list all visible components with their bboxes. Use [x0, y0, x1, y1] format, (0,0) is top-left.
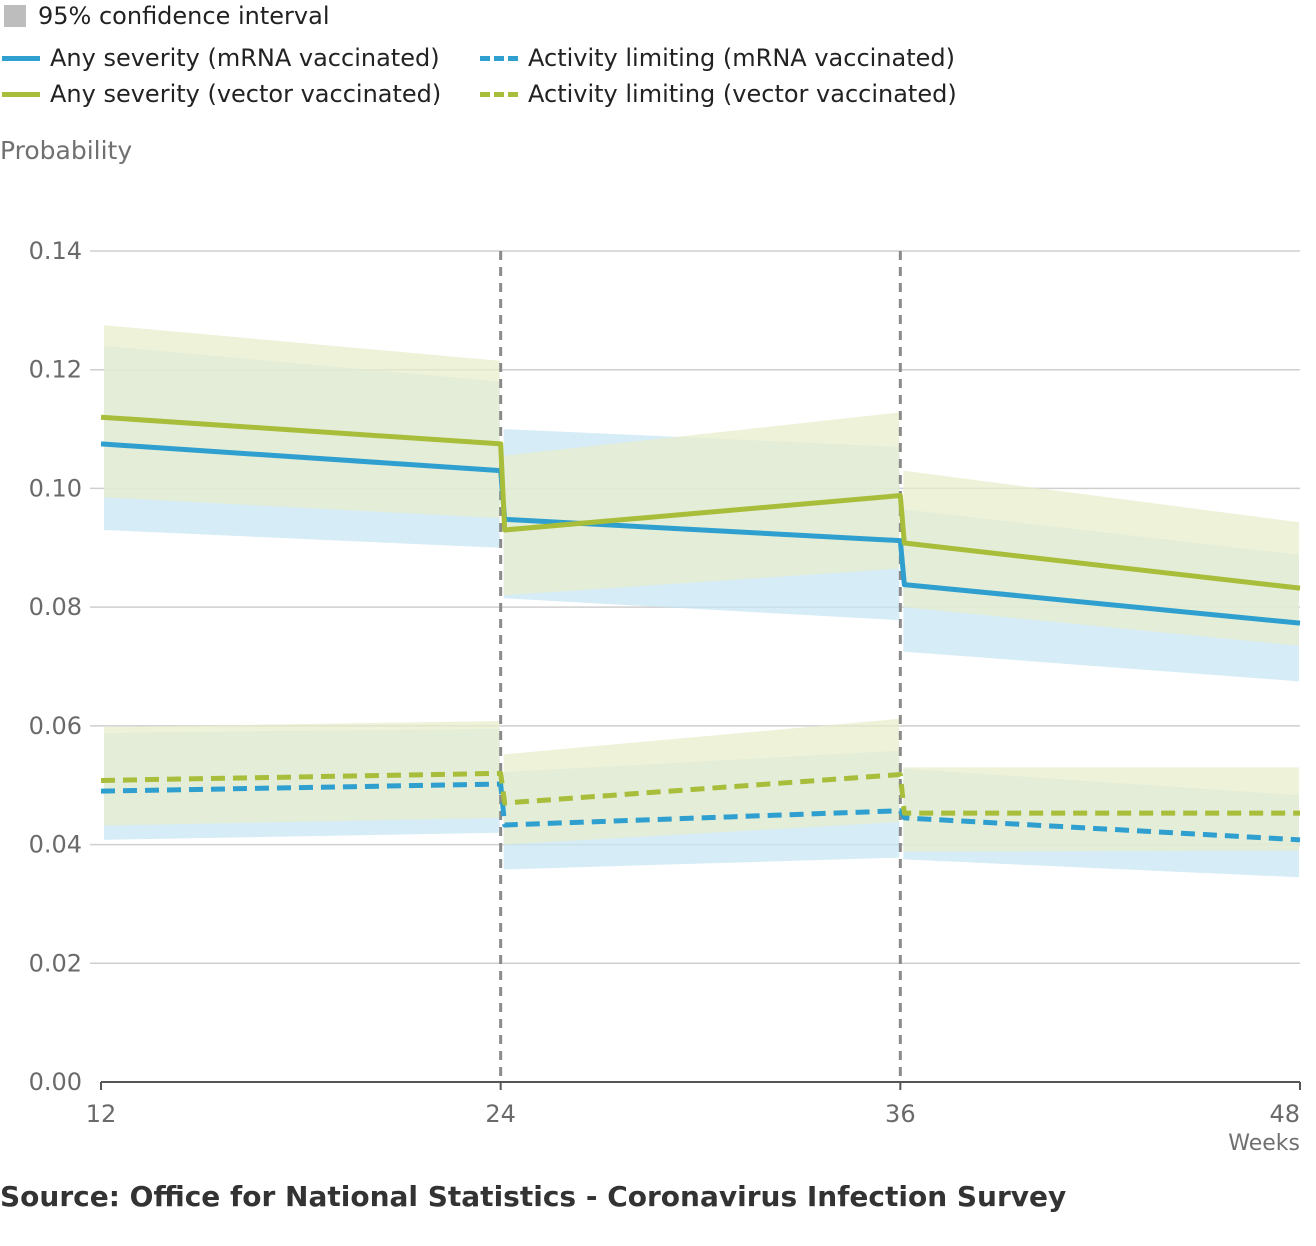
legend-swatch-solid-green — [2, 91, 40, 97]
x-axis-title: Weeks — [1228, 1131, 1300, 1156]
ci-band — [104, 325, 500, 519]
x-tick-label: 12 — [86, 1100, 117, 1128]
series-line — [100, 781, 1301, 843]
ci-band — [903, 767, 1299, 852]
y-tick-label: 0.04 — [29, 831, 82, 859]
legend-item-activity-vector: Activity limiting (vector vaccinated) — [480, 80, 957, 108]
reference-lines — [499, 251, 902, 1082]
confidence-bands — [104, 325, 1299, 878]
legend-item-any-vector: Any severity (vector vaccinated) — [2, 80, 441, 108]
y-tick-label: 0.02 — [29, 949, 82, 977]
ci-band — [104, 721, 500, 826]
series-line — [100, 414, 1301, 591]
series-line — [100, 441, 1301, 626]
ci-swatch — [4, 5, 26, 27]
legend-label: Any severity (vector vaccinated) — [50, 80, 442, 108]
legend-swatch-dashed-green — [480, 91, 518, 97]
x-tick-label: 36 — [885, 1100, 916, 1128]
ci-band — [903, 470, 1299, 646]
series-line — [100, 770, 1300, 816]
x-axis-ticks: 12 24 36 48 — [86, 1082, 1301, 1128]
y-tick-label: 0.10 — [29, 474, 82, 502]
x-tick-label: 48 — [1269, 1100, 1300, 1128]
y-tick-label: 0.12 — [29, 356, 82, 384]
legend-swatch-dashed-blue — [480, 55, 518, 61]
legend-label: Activity limiting (mRNA vaccinated) — [528, 44, 955, 72]
y-tick-label: 0.08 — [29, 593, 82, 621]
series-lines — [100, 414, 1301, 843]
ci-band — [503, 412, 900, 596]
y-tick-label: 0.14 — [29, 237, 82, 265]
y-axis-ticks: 0.00 0.02 0.04 0.06 0.08 0.10 0.12 0.14 — [29, 237, 82, 1096]
legend-item-any-mrna: Any severity (mRNA vaccinated) — [2, 44, 440, 72]
source-note: Source: Office for National Statistics -… — [0, 1180, 1067, 1213]
legend-label: Any severity (mRNA vaccinated) — [50, 44, 440, 72]
chart-plot: 0.00 0.02 0.04 0.06 0.08 0.10 0.12 0.14 12 24 36 4… — [29, 237, 1301, 1156]
legend-swatch-solid-blue — [2, 55, 40, 61]
legend-item-activity-mrna: Activity limiting (mRNA vaccinated) — [480, 44, 955, 72]
legend-ci: 95% confidence interval — [4, 2, 329, 30]
x-tick-label: 24 — [485, 1100, 516, 1128]
legend-ci-label: 95% confidence interval — [38, 2, 330, 30]
y-tick-label: 0.00 — [29, 1068, 82, 1096]
y-tick-label: 0.06 — [29, 712, 82, 740]
legend-label: Activity limiting (vector vaccinated) — [528, 80, 957, 108]
y-axis-title: Probability — [0, 136, 133, 165]
